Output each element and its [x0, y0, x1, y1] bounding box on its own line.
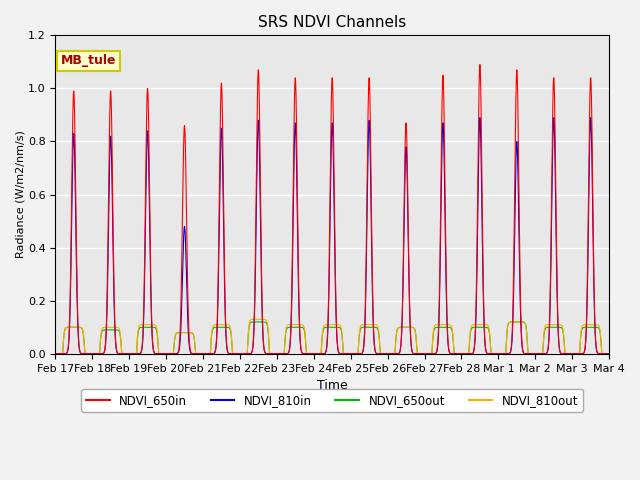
NDVI_650in — [488, 351, 495, 357]
NDVI_650out — [164, 351, 172, 357]
NDVI_810out — [255, 316, 262, 322]
NDVI_650in — [164, 351, 172, 357]
NDVI_810in — [587, 115, 595, 120]
NDVI_650in — [51, 351, 59, 357]
Line: NDVI_810out: NDVI_810out — [55, 319, 609, 354]
NDVI_650in — [604, 351, 611, 357]
NDVI_810out — [488, 351, 495, 357]
X-axis label: Time: Time — [317, 379, 348, 392]
NDVI_810out — [409, 324, 417, 330]
NDVI_810in — [170, 351, 177, 357]
NDVI_650out — [488, 351, 495, 357]
NDVI_650out — [259, 319, 266, 325]
NDVI_650out — [409, 324, 417, 330]
NDVI_650in — [170, 351, 177, 357]
NDVI_650out — [51, 351, 59, 357]
NDVI_810in — [164, 351, 172, 357]
NDVI_810out — [604, 351, 611, 357]
NDVI_810out — [170, 347, 177, 352]
Line: NDVI_810in: NDVI_810in — [55, 118, 609, 354]
Y-axis label: Radiance (W/m2/nm/s): Radiance (W/m2/nm/s) — [15, 131, 25, 259]
Legend: NDVI_650in, NDVI_810in, NDVI_650out, NDVI_810out: NDVI_650in, NDVI_810in, NDVI_650out, NDV… — [81, 389, 583, 411]
NDVI_650out — [604, 351, 611, 357]
Title: SRS NDVI Channels: SRS NDVI Channels — [258, 15, 406, 30]
NDVI_650out — [605, 351, 613, 357]
NDVI_650out — [170, 347, 177, 352]
NDVI_650out — [513, 319, 521, 325]
NDVI_810in — [409, 350, 417, 356]
NDVI_810in — [51, 351, 59, 357]
NDVI_810in — [259, 324, 266, 330]
NDVI_650in — [605, 351, 613, 357]
NDVI_810out — [259, 316, 266, 322]
NDVI_810in — [488, 351, 495, 357]
Line: NDVI_650in: NDVI_650in — [55, 64, 609, 354]
NDVI_810in — [604, 351, 611, 357]
NDVI_810out — [605, 351, 613, 357]
Text: MB_tule: MB_tule — [61, 54, 116, 68]
NDVI_810out — [51, 351, 59, 357]
NDVI_810in — [605, 351, 613, 357]
NDVI_650in — [476, 61, 484, 67]
NDVI_650in — [409, 349, 417, 355]
Line: NDVI_650out: NDVI_650out — [55, 322, 609, 354]
NDVI_810out — [164, 351, 172, 357]
NDVI_650in — [259, 319, 266, 324]
